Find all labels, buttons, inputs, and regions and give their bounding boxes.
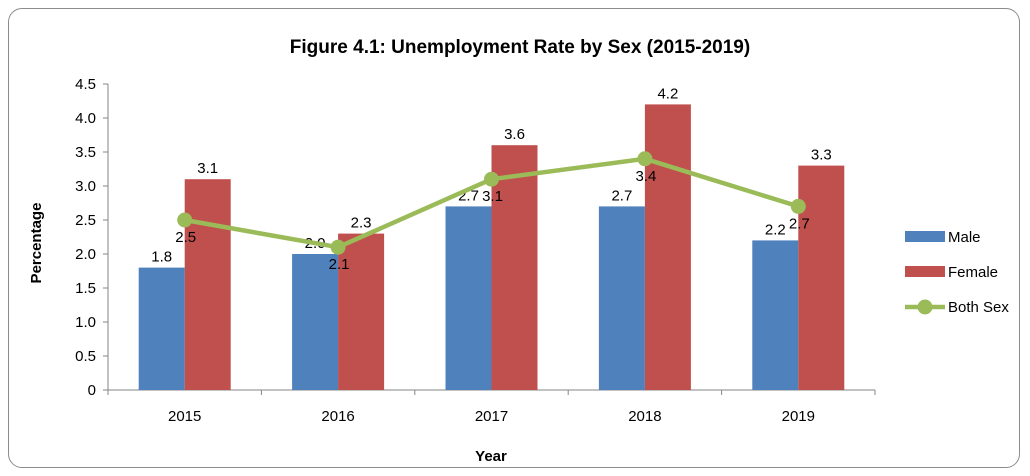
- x-axis-title: Year: [475, 448, 507, 465]
- data-label-both-sex: 3.1: [482, 188, 503, 205]
- x-tick-label: 2016: [321, 408, 354, 425]
- bar-female: [184, 179, 231, 390]
- x-tick-label: 2019: [782, 408, 815, 425]
- bar-female: [798, 165, 845, 390]
- data-label-male: 1.8: [151, 249, 172, 266]
- y-tick-label: 4.0: [75, 110, 96, 127]
- x-tick-label: 2018: [628, 408, 661, 425]
- bar-male: [292, 254, 339, 390]
- x-tick-label: 2017: [475, 408, 508, 425]
- bar-male: [445, 206, 492, 390]
- legend-marker-both-sex: [917, 299, 933, 315]
- bar-male: [752, 240, 799, 390]
- chart-title: Figure 4.1: Unemployment Rate by Sex (20…: [290, 37, 750, 58]
- bar-female: [491, 145, 538, 390]
- legend-swatch-male: [905, 231, 945, 242]
- data-label-both-sex: 2.1: [329, 256, 350, 273]
- y-tick-label: 1.0: [75, 314, 96, 331]
- y-tick-label: 0.5: [75, 348, 96, 365]
- data-label-female: 2.3: [351, 215, 372, 232]
- bar-male: [598, 206, 645, 390]
- data-label-both-sex: 2.7: [789, 215, 810, 232]
- data-label-female: 4.2: [657, 85, 678, 102]
- data-label-female: 3.1: [197, 160, 218, 177]
- legend-swatch-female: [905, 266, 945, 277]
- bar-female: [338, 233, 385, 390]
- point-both-sex: [637, 151, 653, 167]
- data-label-female: 3.3: [811, 147, 832, 164]
- y-tick-label: 2.0: [75, 246, 96, 263]
- y-tick-label: 3.0: [75, 178, 96, 195]
- y-tick-label: 4.5: [75, 76, 96, 93]
- legend-label-both-sex: Both Sex: [948, 299, 1009, 316]
- data-label-male: 2.7: [611, 187, 632, 204]
- legend-label-male: Male: [948, 229, 981, 246]
- y-tick-label: 0: [88, 382, 96, 399]
- bar-female: [644, 104, 691, 391]
- point-both-sex: [790, 198, 806, 214]
- data-label-female: 3.6: [504, 126, 525, 143]
- y-tick-label: 1.5: [75, 280, 96, 297]
- y-tick-label: 3.5: [75, 144, 96, 161]
- point-both-sex: [177, 212, 193, 228]
- point-both-sex: [484, 171, 499, 187]
- y-tick-label: 2.5: [75, 212, 96, 229]
- bar-male: [138, 267, 185, 390]
- legend: Male Female Both Sex: [905, 229, 1009, 316]
- data-label-male: 2.2: [765, 221, 786, 238]
- y-axis-title: Percentage: [28, 203, 45, 284]
- point-both-sex: [330, 239, 346, 255]
- data-label-both-sex: 2.5: [175, 229, 196, 246]
- data-label-both-sex: 3.4: [635, 168, 656, 185]
- x-tick-label: 2015: [168, 408, 201, 425]
- legend-label-female: Female: [948, 264, 998, 281]
- plot-area: 0 0.5 1.0 1.5 2.0 2.5 3.0 3.5 4.0 4.5 2015 2016 2017…: [75, 76, 876, 425]
